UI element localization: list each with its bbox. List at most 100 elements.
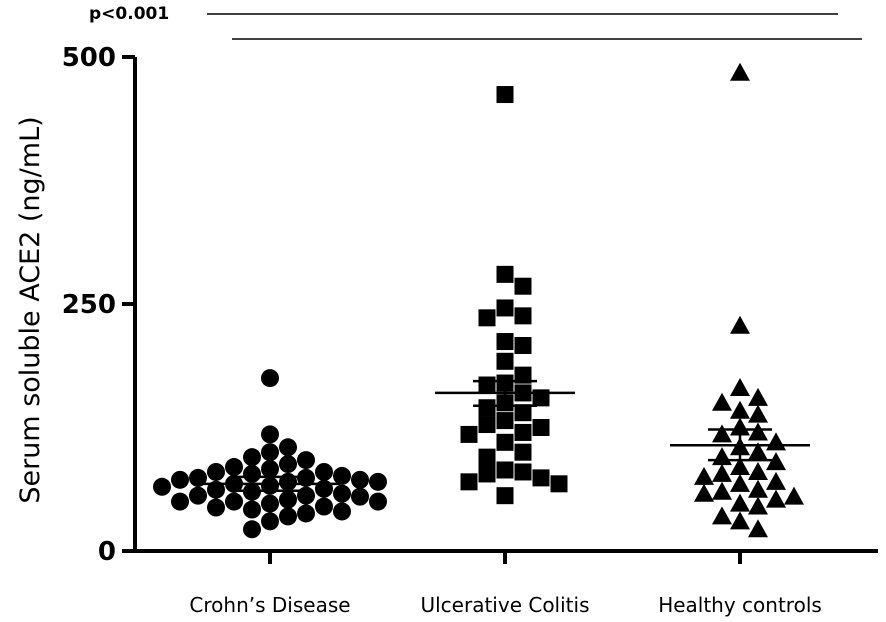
data-point-circle bbox=[261, 443, 279, 462]
data-point-square bbox=[478, 399, 496, 417]
y-axis-label: Serum soluble ACE2 (ng/mL) bbox=[15, 116, 46, 503]
data-point-square bbox=[496, 433, 514, 451]
data-point-square bbox=[460, 425, 478, 443]
x-category-label: Ulcerative Colitis bbox=[420, 593, 589, 617]
data-point-square bbox=[532, 419, 550, 436]
data-point-circle bbox=[207, 462, 225, 481]
data-point-square bbox=[514, 443, 532, 461]
data-point-square bbox=[496, 86, 514, 104]
data-point-circle bbox=[279, 455, 297, 474]
data-point-circle bbox=[297, 486, 315, 505]
data-point-triangle bbox=[748, 519, 768, 538]
data-point-square bbox=[514, 463, 532, 481]
data-point-circle bbox=[189, 468, 207, 487]
data-point-triangle bbox=[784, 486, 804, 505]
data-point-triangle bbox=[694, 483, 714, 502]
data-point-circle bbox=[369, 472, 387, 491]
data-point-triangle bbox=[712, 392, 732, 411]
data-point-square bbox=[496, 487, 514, 505]
x-category-label: Crohn’s Disease bbox=[189, 593, 350, 617]
data-point-triangle bbox=[730, 473, 750, 492]
data-point-triangle bbox=[712, 447, 732, 466]
x-category-label: Healthy controls bbox=[658, 593, 822, 617]
data-point-triangle bbox=[766, 432, 786, 451]
data-point-triangle bbox=[712, 481, 732, 500]
data-point-circle bbox=[261, 494, 279, 513]
data-point-circle bbox=[351, 470, 369, 489]
x-ticks: Crohn’s Disease Ulcerative Colitis Healthy… bbox=[189, 551, 822, 617]
data-point-circle bbox=[243, 464, 261, 483]
data-point-triangle bbox=[748, 422, 768, 441]
data-point-square bbox=[496, 352, 514, 370]
data-point-circle bbox=[243, 500, 261, 519]
data-point-triangle bbox=[730, 493, 750, 512]
data-point-square bbox=[532, 469, 550, 487]
data-point-square bbox=[514, 277, 532, 295]
data-point-square bbox=[478, 416, 496, 434]
data-point-triangle bbox=[748, 387, 768, 406]
data-point-circle bbox=[333, 484, 351, 503]
data-point-square bbox=[514, 366, 532, 384]
data-point-triangle bbox=[694, 466, 714, 485]
data-point-circle bbox=[207, 498, 225, 517]
data-point-square bbox=[514, 307, 532, 325]
y-ticks: 0 250 500 bbox=[62, 43, 135, 567]
data-point-circle bbox=[225, 492, 243, 511]
data-point-square bbox=[496, 265, 514, 283]
data-point-triangle bbox=[766, 489, 786, 508]
data-point-triangle bbox=[730, 377, 750, 396]
mean-sem-bars bbox=[200, 379, 810, 492]
y-tick-label: 0 bbox=[98, 537, 116, 567]
data-point-square bbox=[550, 475, 568, 493]
data-point-square bbox=[478, 376, 496, 394]
data-point-circle bbox=[297, 468, 315, 487]
data-point-square bbox=[514, 423, 532, 441]
data-point-circle bbox=[333, 502, 351, 521]
data-point-triangle bbox=[730, 457, 750, 476]
y-tick-label: 500 bbox=[62, 43, 116, 73]
data-point-circle bbox=[315, 479, 333, 498]
data-point-circle bbox=[315, 497, 333, 516]
data-point-circle bbox=[171, 470, 189, 489]
data-point-square bbox=[496, 299, 514, 317]
data-point-circle bbox=[261, 425, 279, 444]
data-point-triangle bbox=[730, 400, 750, 419]
data-points bbox=[153, 62, 804, 539]
data-point-circle bbox=[261, 459, 279, 478]
y-tick-label: 250 bbox=[62, 290, 116, 320]
data-point-square bbox=[478, 309, 496, 327]
data-point-triangle bbox=[748, 461, 768, 480]
data-point-square bbox=[514, 404, 532, 422]
data-point-circle bbox=[261, 369, 279, 388]
data-point-circle bbox=[351, 487, 369, 506]
data-point-triangle bbox=[748, 496, 768, 515]
data-point-circle bbox=[243, 520, 261, 539]
data-point-triangle bbox=[712, 506, 732, 525]
data-point-circle bbox=[207, 480, 225, 499]
data-point-circle bbox=[189, 486, 207, 505]
data-point-square bbox=[478, 448, 496, 466]
significance-label: p<0.001 bbox=[89, 4, 169, 24]
data-point-triangle bbox=[766, 471, 786, 490]
data-point-triangle bbox=[730, 417, 750, 436]
data-point-triangle bbox=[748, 404, 768, 423]
data-point-circle bbox=[279, 507, 297, 526]
data-point-triangle bbox=[730, 62, 750, 81]
data-point-triangle bbox=[748, 442, 768, 461]
data-point-square bbox=[496, 412, 514, 430]
data-point-circle bbox=[171, 492, 189, 511]
data-point-square bbox=[514, 336, 532, 354]
data-point-circle bbox=[153, 477, 171, 496]
data-point-triangle bbox=[766, 452, 786, 471]
data-point-circle bbox=[279, 490, 297, 509]
data-point-circle bbox=[297, 451, 315, 470]
data-point-circle bbox=[297, 504, 315, 523]
data-point-square bbox=[478, 465, 496, 483]
data-point-circle bbox=[279, 472, 297, 491]
data-point-circle bbox=[243, 448, 261, 467]
data-point-triangle bbox=[712, 463, 732, 482]
data-point-square bbox=[496, 333, 514, 351]
data-point-circle bbox=[369, 492, 387, 511]
data-point-circle bbox=[333, 466, 351, 485]
